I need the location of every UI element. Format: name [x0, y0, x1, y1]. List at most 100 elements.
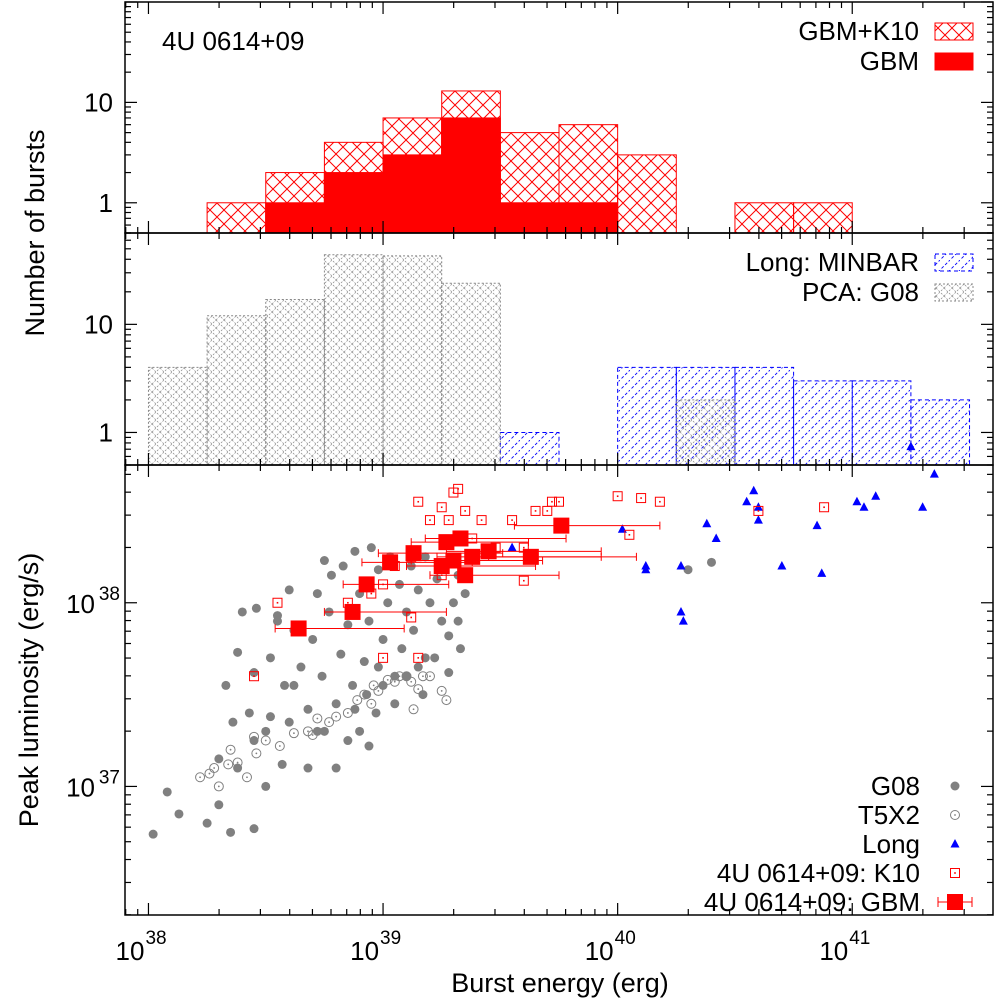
point-4u-0614-09-k10-15-dot [480, 519, 483, 521]
point-t5x2-22-dot [398, 675, 401, 678]
x-tick-exponent: 38 [145, 928, 166, 949]
top-legend-swatch [934, 22, 974, 41]
point-g08-41 [383, 598, 393, 608]
point-g08-21 [303, 704, 313, 714]
point-4u-0614-09-k10-27-dot [757, 510, 760, 512]
top-bar-gbm-1 [323, 172, 384, 234]
point-4u-0614-09-k10-17-dot [511, 519, 513, 521]
point-t5x2-5-dot [236, 761, 239, 764]
point-t5x2-25 [408, 704, 419, 715]
point-g08-48 [409, 625, 419, 635]
point-long-19 [929, 469, 939, 478]
point-4u-0614-09-k10-19-dot [534, 510, 537, 512]
point-g08-6 [214, 754, 224, 764]
point-t5x2-8-dot [264, 739, 267, 742]
top-bar-gbm-k10-0 [206, 202, 267, 234]
point-g08-57 [444, 631, 454, 641]
point-g08-32 [348, 680, 358, 690]
point-g08-89 [706, 557, 716, 567]
point-g08-78 [355, 726, 365, 736]
point-t5x2-5 [232, 757, 243, 768]
scatter-y-tick-label: 10 [66, 589, 95, 619]
point-t5x2-24 [406, 676, 417, 687]
point-g08-38 [371, 708, 381, 718]
point-g08-36 [364, 616, 374, 626]
point-g08-39 [373, 565, 383, 575]
top-bar-gbm-3 [441, 117, 501, 234]
top-bar-gbm-0 [265, 202, 325, 234]
x-tick-exponent: 40 [615, 928, 636, 949]
middle-legend-label: PCA: G08 [802, 277, 919, 307]
point-g08-50 [418, 690, 428, 700]
point-g08-53 [430, 653, 440, 663]
source-annotation: 4U 0614+09 [162, 26, 304, 56]
scatter-legend-label: 4U 0614+09: GBM [704, 887, 920, 917]
legend-marker [947, 894, 963, 910]
middle-bar-long-minbar-5 [851, 380, 912, 466]
point-t5x2-3 [213, 781, 224, 792]
point-t5x2-8 [260, 735, 271, 746]
middle-bar-long-minbar-1 [617, 366, 677, 466]
point-t5x2-26 [413, 684, 424, 695]
point-4u-0614-09-k10-23-dot [616, 495, 619, 498]
point-4u-0614-09-k10-25-dot [640, 497, 642, 499]
point-t5x2-33 [225, 744, 236, 755]
point-g08-84 [453, 616, 463, 626]
point-g08-30 [338, 561, 348, 571]
point-g08-66 [343, 736, 353, 746]
point-g08-40 [378, 634, 388, 644]
point-g08-15 [265, 653, 275, 663]
point-g08-49 [413, 585, 423, 595]
point-t5x2-21-dot [393, 680, 396, 683]
top-legend-label: GBM+K10 [798, 16, 919, 46]
point-long-18 [918, 502, 928, 511]
middle-legend-label: Long: MINBAR [746, 247, 919, 277]
point-t5x2-1-dot [208, 772, 211, 775]
point-4u-0614-09-k10-24-dot [628, 533, 631, 536]
point-g08-5 [249, 824, 259, 834]
middle-bar-long-minbar-4 [793, 380, 853, 466]
point-long-7 [702, 518, 712, 528]
top-bar-gbm-k10-8 [734, 202, 795, 234]
legend-marker [950, 868, 960, 878]
point-g08-80 [373, 662, 383, 672]
point-g08-45 [397, 644, 407, 654]
point-g08-69 [413, 662, 423, 672]
point-4u-0614-09-gbm-11 [480, 543, 497, 560]
point-g08-86 [364, 741, 374, 751]
point-t5x2-28-dot [429, 675, 431, 678]
point-t5x2-13-dot [328, 721, 330, 724]
point-t5x2-15-dot [346, 712, 349, 714]
point-g08-68 [390, 699, 400, 709]
point-4u-0614-09-gbm-2 [358, 576, 375, 593]
point-t5x2-29 [436, 685, 447, 696]
point-4u-0614-09-k10-31 [413, 652, 424, 663]
middle-bar-long-minbar-3 [734, 366, 795, 466]
point-4u-0614-09-k10-9 [436, 502, 447, 513]
point-t5x2-9 [274, 741, 285, 752]
point-long-15 [859, 502, 869, 511]
point-4u-0614-09-gbm-1 [344, 603, 361, 620]
point-4u-0614-09-k10-30-dot [382, 657, 384, 659]
point-t5x2-16 [352, 695, 363, 706]
point-g08-51 [420, 552, 430, 562]
x-tick-label: 10 [819, 936, 848, 966]
point-g08-7 [221, 680, 231, 690]
point-4u-0614-09-k10-3-dot [370, 592, 373, 595]
point-4u-0614-09-gbm-13 [553, 517, 570, 534]
point-4u-0614-09-k10-33-dot [523, 579, 525, 582]
top-bar-gbm-k10-9 [793, 202, 853, 234]
point-g08-33 [350, 546, 360, 556]
point-4u-0614-09-k10-7-dot [417, 500, 420, 503]
point-4u-0614-09-gbm-12 [522, 548, 539, 565]
point-t5x2-32-dot [370, 702, 373, 705]
point-g08-14 [261, 726, 271, 736]
point-4u-0614-09-k10-23 [612, 491, 623, 502]
point-t5x2-20-dot [386, 678, 389, 681]
point-long-14 [852, 496, 862, 506]
point-t5x2-16-dot [356, 699, 359, 702]
point-4u-0614-09-k10-22 [554, 496, 564, 507]
point-t5x2-0-dot [199, 776, 201, 779]
point-4u-0614-09-k10-13 [460, 505, 471, 516]
point-g08-83 [444, 668, 454, 678]
